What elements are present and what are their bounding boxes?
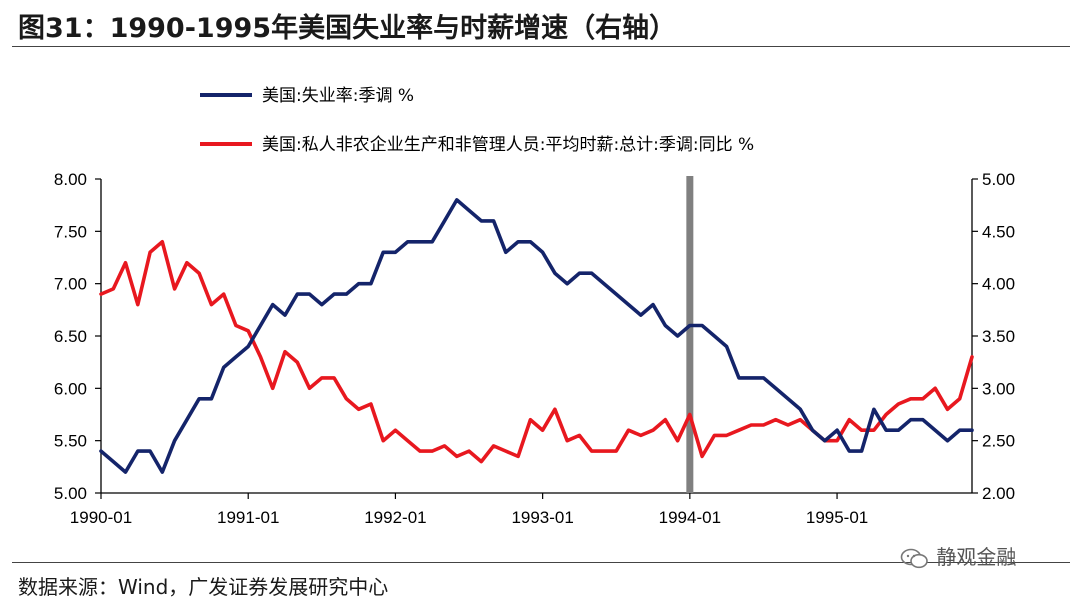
- wechat-icon: [900, 548, 928, 568]
- y-left-tick-label: 8.00: [54, 170, 87, 189]
- axes: [95, 178, 978, 499]
- x-tick-label: 1992-01: [364, 508, 426, 527]
- top-rule: [12, 46, 1070, 47]
- y-right-tick-label: 3.00: [982, 379, 1015, 398]
- x-tick-label: 1994-01: [659, 508, 721, 527]
- y-left-tick-label: 7.00: [54, 275, 87, 294]
- series-line-unemployment: [99, 198, 974, 474]
- chart-title: 图31：1990-1995年美国失业率与时薪增速（右轴）: [18, 13, 677, 44]
- y-right-tick-label: 4.50: [982, 222, 1015, 241]
- y-left-tick-label: 5.50: [54, 432, 87, 451]
- watermark-text: 静观金融: [936, 545, 1017, 569]
- y-left-tick-label: 6.50: [54, 327, 87, 346]
- y-right-tick-label: 5.00: [982, 170, 1015, 189]
- watermark: 静观金融: [900, 541, 1016, 570]
- y-right-tick-label: 4.00: [982, 275, 1015, 294]
- source-note: 数据来源：Wind，广发证券发展研究中心: [18, 575, 389, 599]
- legend-label-wage: 美国:私人非农企业生产和非管理人员:平均时薪:总计:季调:同比 %: [262, 135, 754, 155]
- x-tick-label: 1990-01: [70, 508, 132, 527]
- y-left-tick-label: 6.00: [54, 379, 87, 398]
- series-line-wage: [99, 240, 974, 464]
- legend-label-unemployment: 美国:失业率:季调 %: [262, 86, 414, 106]
- y-right-tick-label: 2.50: [982, 432, 1015, 451]
- x-tick-label: 1993-01: [511, 508, 573, 527]
- y-right-tick-label: 3.50: [982, 327, 1015, 346]
- y-left-tick-label: 7.50: [54, 222, 87, 241]
- series-lines: [99, 176, 974, 493]
- legend: 美国:失业率:季调 % 美国:私人非农企业生产和非管理人员:平均时薪:总计:季调…: [200, 86, 754, 155]
- x-tick-label: 1995-01: [806, 508, 868, 527]
- tick-labels: 8.00 7.50 7.00 6.50 6.00 5.50 5.00 5.00 4.50 4.00…: [54, 170, 1015, 527]
- x-tick-label: 1991-01: [217, 508, 279, 527]
- y-left-tick-label: 5.00: [54, 484, 87, 503]
- y-right-tick-label: 2.00: [982, 484, 1015, 503]
- bottom-rule: [12, 562, 1070, 563]
